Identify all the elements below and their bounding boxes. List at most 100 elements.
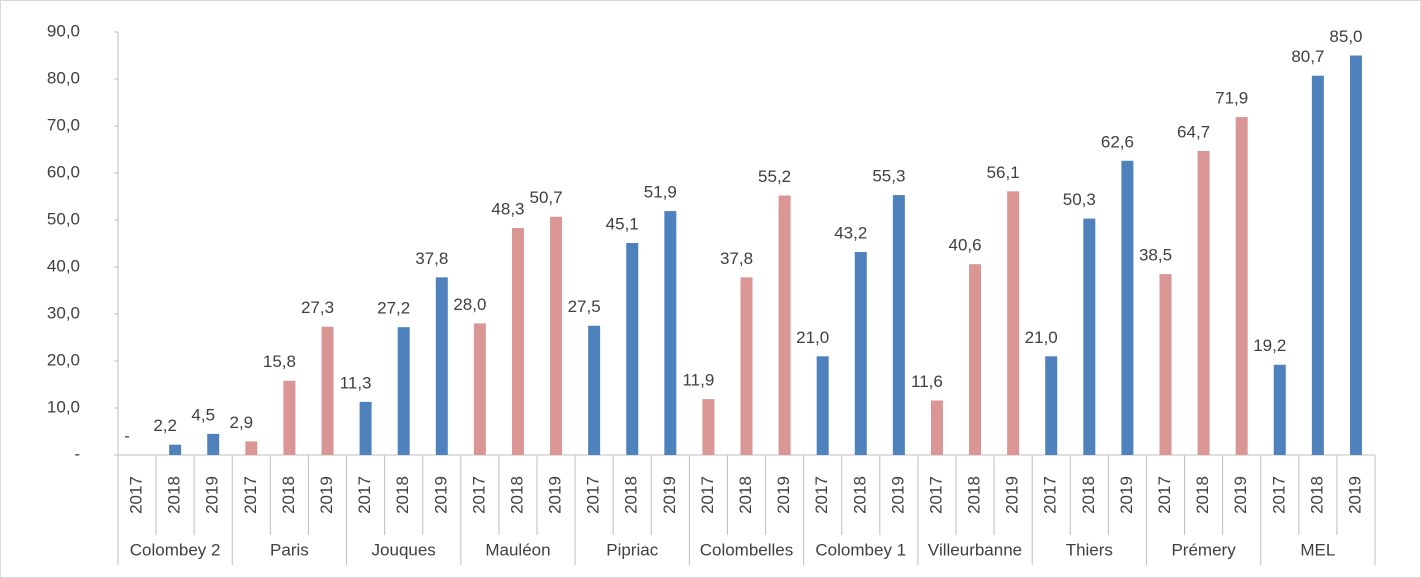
x-tick-label: 2019 xyxy=(1231,476,1250,514)
data-label: 19,2 xyxy=(1253,336,1286,355)
data-label: 50,7 xyxy=(529,188,562,207)
data-label: 80,7 xyxy=(1291,47,1324,66)
data-label: 27,3 xyxy=(301,298,334,317)
x-tick-label: 2018 xyxy=(1079,476,1098,514)
data-label: 11,3 xyxy=(340,373,372,392)
bar xyxy=(1197,150,1210,455)
data-label: 37,8 xyxy=(720,249,753,268)
data-label: 48,3 xyxy=(491,199,524,218)
bar xyxy=(473,323,486,455)
x-tick-label: 2018 xyxy=(507,476,526,514)
bar xyxy=(550,216,563,455)
bar xyxy=(283,380,296,455)
x-tick-label: 2018 xyxy=(622,476,641,514)
group-label: Colombey 2 xyxy=(130,540,221,559)
bar xyxy=(1007,191,1020,455)
x-tick-label: 2019 xyxy=(546,476,565,514)
data-label: 45,1 xyxy=(606,215,639,234)
data-label: 55,3 xyxy=(872,167,905,186)
x-tick-label: 2018 xyxy=(965,476,984,514)
x-tick-label: 2018 xyxy=(393,476,412,514)
x-tick-label: 2017 xyxy=(355,476,374,514)
bar xyxy=(1235,117,1248,455)
bar xyxy=(892,195,905,455)
bar xyxy=(435,277,448,455)
x-tick-label: 2019 xyxy=(431,476,450,514)
bar xyxy=(778,195,791,455)
bar xyxy=(626,243,639,455)
bar xyxy=(207,433,220,455)
y-tick-label: - xyxy=(74,444,80,463)
bar xyxy=(664,211,677,455)
bar xyxy=(1083,218,1096,455)
x-tick-label: 2018 xyxy=(1307,476,1326,514)
bar xyxy=(511,227,524,455)
x-tick-label: 2017 xyxy=(241,476,260,514)
y-tick-label: 20,0 xyxy=(47,350,80,369)
data-label: 11,9 xyxy=(682,371,714,390)
group-label: Colombelles xyxy=(700,540,794,559)
x-tick-label: 2017 xyxy=(127,476,146,514)
bar xyxy=(169,444,182,455)
x-tick-label: 2019 xyxy=(203,476,222,514)
bar xyxy=(1045,356,1058,455)
group-label: Thiers xyxy=(1066,540,1113,559)
data-label: 85,0 xyxy=(1329,27,1362,46)
data-label: 21,0 xyxy=(1025,328,1058,347)
bar xyxy=(816,356,829,455)
y-tick-label: 70,0 xyxy=(47,115,80,134)
x-tick-label: 2017 xyxy=(469,476,488,514)
x-tick-label: 2017 xyxy=(1155,476,1174,514)
data-label: 56,1 xyxy=(987,163,1020,182)
y-tick-label: 40,0 xyxy=(47,256,80,275)
bar xyxy=(397,327,410,455)
data-label: 27,2 xyxy=(377,299,410,318)
data-label: 43,2 xyxy=(834,223,867,242)
data-label: 55,2 xyxy=(758,167,791,186)
y-tick-label: 50,0 xyxy=(47,209,80,228)
x-tick-label: 2017 xyxy=(698,476,717,514)
data-label: 38,5 xyxy=(1139,246,1172,265)
x-tick-label: 2019 xyxy=(1117,476,1136,514)
data-label: 2,9 xyxy=(229,413,253,432)
x-tick-label: 2017 xyxy=(584,476,603,514)
x-tick-label: 2018 xyxy=(279,476,298,514)
data-label: 62,6 xyxy=(1101,132,1134,151)
bar xyxy=(1159,274,1172,455)
bar xyxy=(740,277,753,455)
group-label: Pipriac xyxy=(606,540,658,559)
x-tick-label: 2017 xyxy=(1041,476,1060,514)
y-tick-label: 30,0 xyxy=(47,303,80,322)
x-tick-label: 2018 xyxy=(850,476,869,514)
y-tick-label: 90,0 xyxy=(47,21,80,40)
data-label: 28,0 xyxy=(453,295,486,314)
x-tick-label: 2018 xyxy=(736,476,755,514)
data-label: - xyxy=(124,426,130,445)
group-label: Villeurbanne xyxy=(928,540,1022,559)
group-label: Prémery xyxy=(1171,540,1236,559)
x-tick-label: 2019 xyxy=(888,476,907,514)
data-label: 37,8 xyxy=(415,249,448,268)
bar xyxy=(1121,160,1134,455)
y-tick-label: 10,0 xyxy=(47,397,80,416)
data-label: 11,6 xyxy=(911,372,943,391)
x-tick-label: 2019 xyxy=(774,476,793,514)
bar xyxy=(245,441,258,455)
group-label: MEL xyxy=(1300,540,1335,559)
data-label: 21,0 xyxy=(796,328,829,347)
x-tick-label: 2018 xyxy=(1193,476,1212,514)
x-tick-label: 2017 xyxy=(812,476,831,514)
group-label: Colombey 1 xyxy=(815,540,906,559)
x-tick-label: 2018 xyxy=(165,476,184,514)
x-tick-label: 2019 xyxy=(1003,476,1022,514)
bar xyxy=(321,326,334,455)
bar xyxy=(1311,75,1324,456)
data-label: 51,9 xyxy=(644,183,677,202)
data-label: 64,7 xyxy=(1177,122,1210,141)
bar xyxy=(359,401,372,455)
group-label: Paris xyxy=(270,540,309,559)
data-label: 40,6 xyxy=(948,236,981,255)
bar xyxy=(588,325,601,455)
x-tick-label: 2017 xyxy=(926,476,945,514)
x-tick-label: 2019 xyxy=(660,476,679,514)
